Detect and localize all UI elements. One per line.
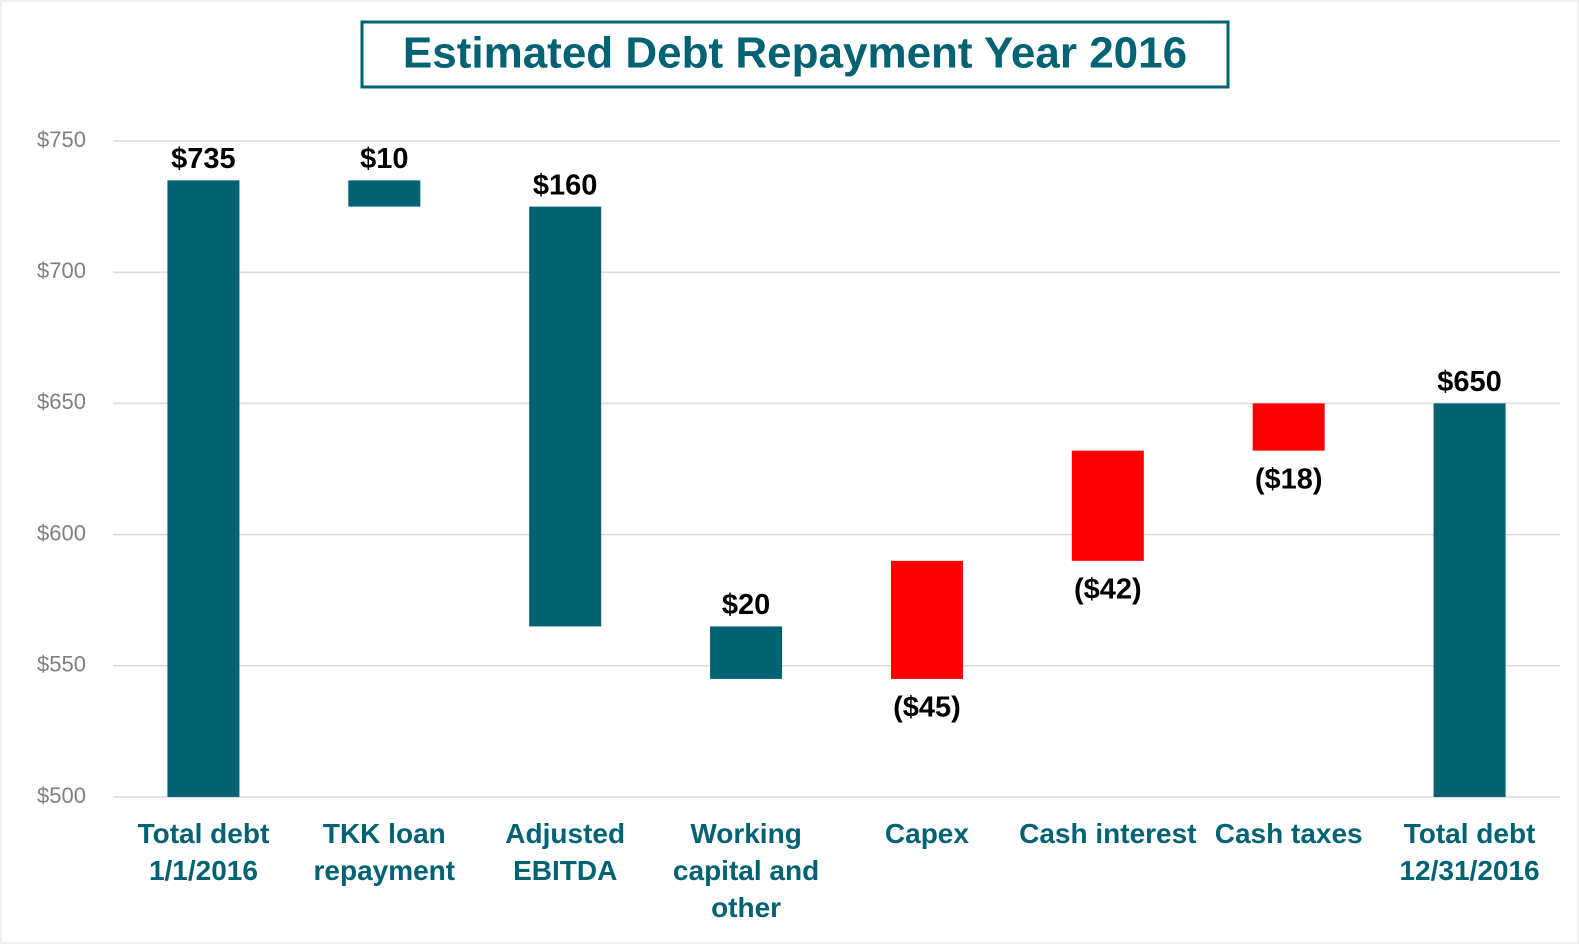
x-tick-label: Working capital and other [672, 818, 820, 923]
bar [529, 206, 602, 627]
y-tick-label: $550 [37, 652, 86, 677]
value-label: ($45) [893, 692, 961, 724]
title-box [360, 20, 1230, 89]
value-label: $160 [533, 169, 598, 201]
x-tick-label: Adjusted EBITDA [505, 818, 626, 886]
value-label: ($18) [1255, 463, 1323, 495]
chart-title: Estimated Debt Repayment Year 2016 [403, 29, 1187, 78]
y-tick-label: $700 [37, 258, 86, 283]
bar [1252, 403, 1325, 451]
x-tick-label: Total debt 1/1/2016 [137, 818, 270, 886]
value-label: $10 [360, 143, 408, 175]
value-label: $20 [722, 589, 770, 621]
value-label: ($42) [1074, 573, 1142, 605]
y-tick-label: $500 [37, 783, 86, 808]
value-label: $735 [171, 143, 236, 175]
y-tick-label: $750 [37, 127, 86, 152]
bar [710, 626, 783, 679]
x-tick-label: TKK loan repayment [313, 818, 456, 886]
value-label: $650 [1437, 366, 1502, 398]
x-tick-label: Cash interest [1019, 818, 1197, 849]
bar [167, 180, 240, 798]
x-tick-label: Cash taxes [1214, 818, 1363, 849]
y-tick-label: $600 [37, 520, 86, 545]
x-tick-label: Capex [884, 818, 969, 849]
bar [1071, 450, 1144, 561]
bar [890, 560, 963, 679]
y-tick-label: $650 [37, 389, 86, 414]
bar [348, 180, 421, 207]
bar [1433, 403, 1506, 797]
x-tick-label: Total debt 12/31/2016 [1399, 818, 1540, 886]
